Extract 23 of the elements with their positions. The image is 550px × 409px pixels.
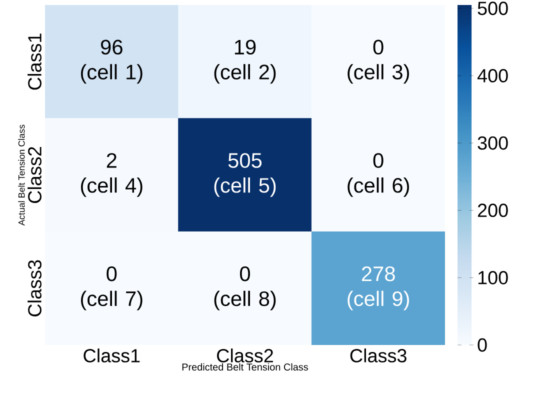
x-tick-label: Class1 — [84, 348, 140, 362]
y-tick-label: Class3 — [28, 260, 42, 316]
data-label: 0 (cell 8) — [214, 266, 276, 310]
x-tick-label: Class2 — [217, 348, 273, 362]
x-axis-title: Predicted Belt Tension Class — [182, 363, 308, 371]
data-label: 278 (cell 9) — [348, 266, 409, 310]
x-tick-label: Class3 — [350, 348, 406, 362]
data-label: 505 (cell 5) — [214, 153, 276, 197]
color-bar-label: 200 — [478, 204, 508, 218]
y-tick-label: Class2 — [28, 147, 42, 203]
color-bar-label: 100 — [478, 270, 508, 284]
color-bar-label: 500 — [478, 2, 508, 16]
data-label: 0 (cell 7) — [80, 266, 142, 310]
color-bar-label: 300 — [478, 136, 508, 150]
color-bar-label: 0 — [478, 338, 487, 352]
y-tick-label: Class1 — [28, 34, 42, 90]
color-bar-label: 400 — [477, 68, 508, 82]
data-label: 0 (cell 6) — [348, 153, 409, 197]
data-label: 19 (cell 2) — [214, 40, 276, 84]
data-label: 96 (cell 1) — [80, 40, 142, 84]
data-label: 0 (cell 3) — [348, 40, 409, 84]
y-axis-title: Actual Belt Tension Class — [18, 124, 25, 226]
data-label: 2 (cell 4) — [80, 153, 142, 197]
